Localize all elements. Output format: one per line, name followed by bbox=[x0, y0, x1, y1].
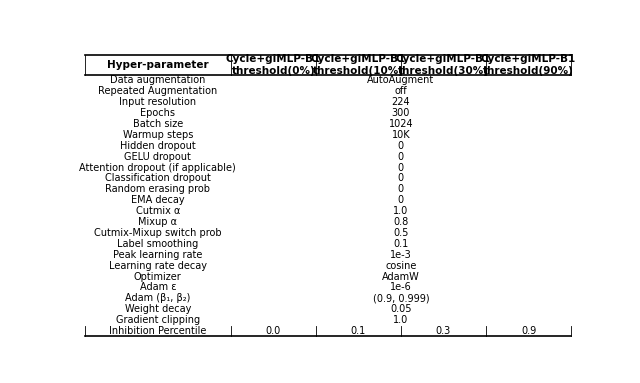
Text: Weight decay: Weight decay bbox=[125, 304, 191, 314]
Text: Mixup α: Mixup α bbox=[138, 217, 177, 227]
Text: 224: 224 bbox=[392, 97, 410, 107]
Text: Random erasing prob: Random erasing prob bbox=[106, 184, 211, 194]
Text: (0.9, 0.999): (0.9, 0.999) bbox=[372, 293, 429, 303]
Text: off: off bbox=[395, 86, 407, 96]
Text: Epochs: Epochs bbox=[140, 108, 175, 118]
Text: AutoAugment: AutoAugment bbox=[367, 75, 435, 85]
Text: Learning rate decay: Learning rate decay bbox=[109, 260, 207, 271]
Text: 0: 0 bbox=[398, 152, 404, 162]
Text: Hyper-parameter: Hyper-parameter bbox=[107, 60, 209, 70]
Text: 0: 0 bbox=[398, 141, 404, 151]
Text: 0.1: 0.1 bbox=[394, 239, 408, 249]
Text: Cutmix-Mixup switch prob: Cutmix-Mixup switch prob bbox=[94, 228, 221, 238]
Text: 1.0: 1.0 bbox=[394, 315, 408, 325]
Text: Repeated Augmentation: Repeated Augmentation bbox=[99, 86, 218, 96]
Text: Cycle+giMLP-B1
threshold(0%): Cycle+giMLP-B1 threshold(0%) bbox=[226, 54, 321, 76]
Text: 0: 0 bbox=[398, 162, 404, 173]
Text: Input resolution: Input resolution bbox=[119, 97, 196, 107]
Text: Warmup steps: Warmup steps bbox=[123, 130, 193, 140]
Text: 1024: 1024 bbox=[388, 119, 413, 129]
Text: GELU dropout: GELU dropout bbox=[124, 152, 191, 162]
Text: 1e-6: 1e-6 bbox=[390, 282, 412, 292]
Text: Label smoothing: Label smoothing bbox=[117, 239, 198, 249]
Text: 0: 0 bbox=[398, 173, 404, 183]
Text: 0: 0 bbox=[398, 184, 404, 194]
Text: Inhibition Percentile: Inhibition Percentile bbox=[109, 326, 207, 336]
Text: 0.5: 0.5 bbox=[393, 228, 408, 238]
Text: Peak learning rate: Peak learning rate bbox=[113, 250, 202, 260]
Text: Optimizer: Optimizer bbox=[134, 272, 182, 282]
Text: Cycle+giMLP-B1
threshold(30%): Cycle+giMLP-B1 threshold(30%) bbox=[396, 54, 491, 76]
Text: AdamW: AdamW bbox=[382, 272, 420, 282]
Text: 1.0: 1.0 bbox=[394, 206, 408, 216]
Text: 1e-3: 1e-3 bbox=[390, 250, 412, 260]
Text: Adam (β₁, β₂): Adam (β₁, β₂) bbox=[125, 293, 191, 303]
Text: 300: 300 bbox=[392, 108, 410, 118]
Text: cosine: cosine bbox=[385, 260, 417, 271]
Text: Hidden dropout: Hidden dropout bbox=[120, 141, 196, 151]
Text: Batch size: Batch size bbox=[132, 119, 183, 129]
Text: Cutmix α: Cutmix α bbox=[136, 206, 180, 216]
Text: Cycle+giMLP-B1
threshold(90%): Cycle+giMLP-B1 threshold(90%) bbox=[481, 54, 576, 76]
Text: Gradient clipping: Gradient clipping bbox=[116, 315, 200, 325]
Text: Classification dropout: Classification dropout bbox=[105, 173, 211, 183]
Text: 0.3: 0.3 bbox=[436, 326, 451, 336]
Text: Data augmentation: Data augmentation bbox=[110, 75, 205, 85]
Text: 0: 0 bbox=[398, 195, 404, 205]
Text: Cycle+giMLP-B1
threshold(10%): Cycle+giMLP-B1 threshold(10%) bbox=[311, 54, 406, 76]
Text: 0.9: 0.9 bbox=[521, 326, 536, 336]
Text: Adam ε: Adam ε bbox=[140, 282, 176, 292]
Text: Attention dropout (if applicable): Attention dropout (if applicable) bbox=[79, 162, 236, 173]
Text: 0.8: 0.8 bbox=[394, 217, 408, 227]
Text: 0.1: 0.1 bbox=[351, 326, 366, 336]
Text: EMA decay: EMA decay bbox=[131, 195, 185, 205]
Text: 0.0: 0.0 bbox=[266, 326, 281, 336]
Text: 10K: 10K bbox=[392, 130, 410, 140]
Text: 0.05: 0.05 bbox=[390, 304, 412, 314]
